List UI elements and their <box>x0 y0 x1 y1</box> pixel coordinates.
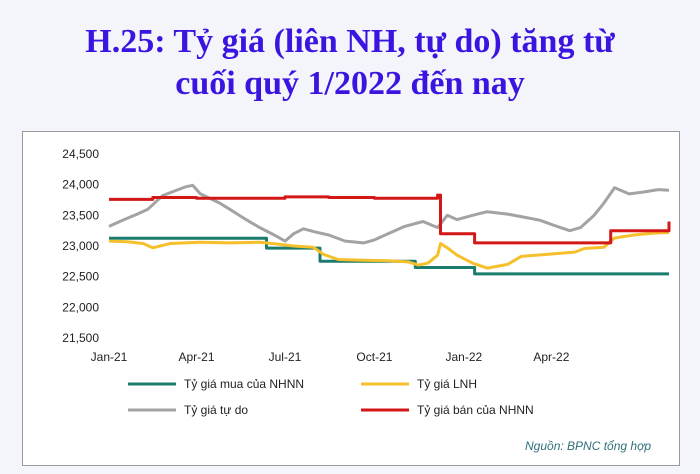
x-tick-label: Apr-21 <box>178 350 214 364</box>
y-tick-label: 22,000 <box>62 300 99 314</box>
legend-label-3: Tỷ giá tự do <box>184 403 248 417</box>
source-note: Nguồn: BPNC tổng hợp <box>525 439 651 453</box>
chart-heading-line-1: H.25: Tỷ giá (liên NH, tự do) tăng từ <box>85 23 615 60</box>
x-tick-label: Apr-22 <box>533 350 569 364</box>
x-tick-label: Jan-22 <box>446 350 483 364</box>
chart-heading-line-2: cuối quý 1/2022 đến nay <box>175 65 525 102</box>
series-line-2 <box>108 231 670 270</box>
legend-label-2: Tỷ giá LNH <box>417 377 477 391</box>
chart-frame: 21,500 22,000 22,500 23,000 23,500 24,000 24,5… <box>22 131 680 466</box>
y-tick-label: 22,500 <box>62 270 99 284</box>
line-chart: 21,500 22,000 22,500 23,000 23,500 24,000 24,5… <box>62 147 671 453</box>
legend-label-4: Tỷ giá bán của NHNN <box>417 403 534 417</box>
x-tick-label: Jan-21 <box>91 350 128 364</box>
x-tick-label: Jul-21 <box>269 350 302 364</box>
y-tick-label: 23,500 <box>62 208 99 222</box>
y-tick-label: 21,500 <box>62 331 99 345</box>
y-tick-label: 23,000 <box>62 239 99 253</box>
x-tick-label: Oct-21 <box>356 350 392 364</box>
legend-label-1: Tỷ giá mua của NHNN <box>184 377 304 391</box>
series-line-3 <box>108 183 670 245</box>
series-line-4 <box>109 193 671 245</box>
y-tick-label: 24,000 <box>62 178 99 192</box>
y-tick-label: 24,500 <box>62 147 99 161</box>
